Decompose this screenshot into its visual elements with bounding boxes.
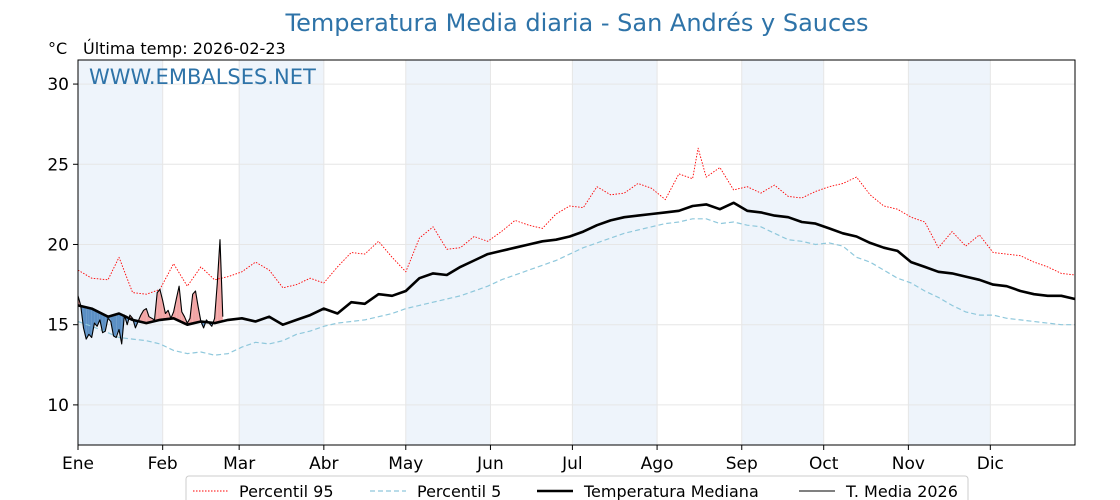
- anomaly-above: [157, 289, 160, 321]
- anomaly-above: [143, 308, 147, 324]
- y-tick-label: 30: [47, 75, 69, 95]
- x-tick-label: Ago: [641, 454, 674, 474]
- legend-label-current: T. Media 2026: [845, 482, 958, 500]
- month-band-Nov: [908, 60, 991, 445]
- anomaly-below: [94, 309, 98, 327]
- legend-label-p5: Percentil 5: [417, 482, 501, 500]
- anomaly-below: [91, 308, 95, 338]
- watermark: WWW.EMBALSES.NET: [89, 65, 316, 89]
- y-tick-label: 10: [47, 396, 69, 416]
- anomaly-above: [176, 286, 180, 321]
- x-tick-label: Ene: [62, 454, 94, 474]
- series-line-p95: [77, 147, 1076, 295]
- anomaly-above: [140, 310, 144, 323]
- x-tick-label: May: [388, 454, 423, 474]
- month-band-Ene: [78, 60, 163, 445]
- last-temp-label: Última temp: 2026-02-23: [83, 39, 286, 58]
- anomaly-above: [195, 291, 199, 323]
- x-tick-label: Dic: [977, 454, 1004, 474]
- x-tick-label: Mar: [223, 454, 255, 474]
- anomaly-below: [88, 308, 92, 338]
- legend-label-p95: Percentil 95: [239, 482, 334, 500]
- x-tick-label: Sep: [726, 454, 758, 474]
- anomaly-above: [181, 311, 185, 324]
- chart-title: Temperatura Media diaria - San Andrés y …: [285, 9, 869, 37]
- legend-box: [185, 475, 969, 500]
- month-shading: [78, 60, 991, 445]
- x-tick-label: Feb: [148, 454, 178, 474]
- y-tick-label: 20: [47, 235, 69, 255]
- anomaly-below: [118, 313, 122, 344]
- legend-label-median: Temperatura Mediana: [583, 482, 759, 500]
- x-tick-label: Nov: [892, 454, 925, 474]
- anomaly-above: [165, 310, 169, 320]
- plot-frame: [77, 59, 1076, 446]
- x-tick-label: Oct: [809, 454, 839, 474]
- y-axis: 10 15 20 25 30: [47, 75, 78, 416]
- anomaly-below: [86, 307, 89, 340]
- month-band-Mar: [239, 60, 324, 445]
- x-tick-label: Jun: [476, 454, 504, 474]
- legend: Percentil 95 Percentil 5 Temperatura Media…: [185, 475, 969, 500]
- unit-label: °C: [48, 39, 67, 58]
- anomaly-below: [116, 313, 119, 338]
- anomaly-below: [83, 306, 87, 340]
- anomaly-below: [97, 311, 100, 327]
- month-band-Jul: [572, 60, 658, 445]
- x-tick-label: Abr: [309, 454, 338, 474]
- y-tick-label: 25: [47, 155, 69, 175]
- series-lines: [77, 147, 1076, 356]
- x-tick-label: Jul: [561, 454, 583, 474]
- y-tick-label: 15: [47, 316, 69, 336]
- anomaly-below: [102, 313, 106, 333]
- anomaly-above: [217, 239, 221, 323]
- month-band-May: [405, 60, 491, 445]
- anomaly-above: [192, 291, 196, 324]
- x-axis: Ene Feb Mar Abr May Jun Jul Ago Sep Oct Nov Dic: [62, 445, 1004, 474]
- series-line-median: [77, 201, 1076, 327]
- series-line-p5: [77, 218, 1075, 356]
- series-line-current: [77, 239, 224, 345]
- month-band-Sep: [741, 60, 824, 445]
- anomaly-below: [113, 314, 117, 338]
- anomaly-above: [159, 289, 163, 320]
